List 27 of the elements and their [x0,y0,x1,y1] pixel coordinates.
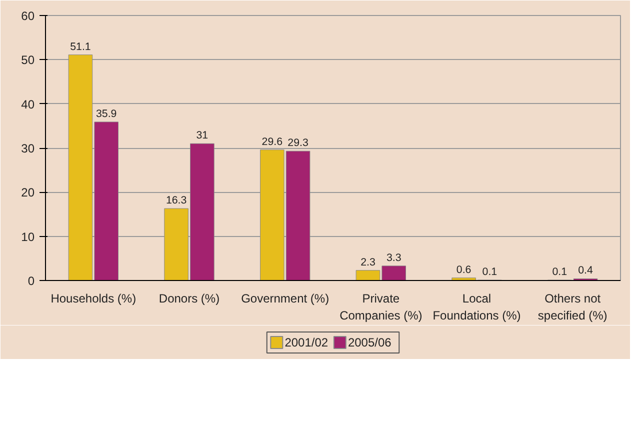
legend-label: 2005/06 [348,336,392,350]
y-tick-label: 30 [21,142,35,156]
x-tick-label: Households (%) [50,292,136,306]
data-label: 0.6 [456,264,472,276]
y-tick-label: 20 [21,186,35,200]
data-label: 51.1 [70,40,91,53]
data-label: 2.3 [360,256,376,268]
data-label: 29.3 [288,137,308,150]
data-label: 35.9 [96,108,117,120]
y-tick-label: 0 [28,274,35,288]
y-tick-label: 40 [21,97,35,112]
data-label: 0.1 [552,266,568,278]
data-label: 0.4 [578,264,593,277]
y-tick-label: 10 [21,230,35,244]
y-tick-label: 60 [21,9,35,23]
data-label: 0.1 [482,266,498,278]
data-label: 31 [196,130,208,142]
y-tick-label: 50 [21,53,35,68]
x-tick-label: Others not specified (%) [538,292,608,322]
data-label: 3.3 [386,252,402,264]
x-tick-label: Government (%) [241,292,330,306]
data-label: 29.6 [262,136,283,148]
x-tick-label: Local Foundations (%) [432,292,521,322]
data-label: 16.3 [166,194,187,207]
x-tick-label: Donors (%) [158,292,220,306]
x-tick-label: Private Companies (%) [340,292,422,322]
legend-label: 2001/02 [284,336,328,350]
